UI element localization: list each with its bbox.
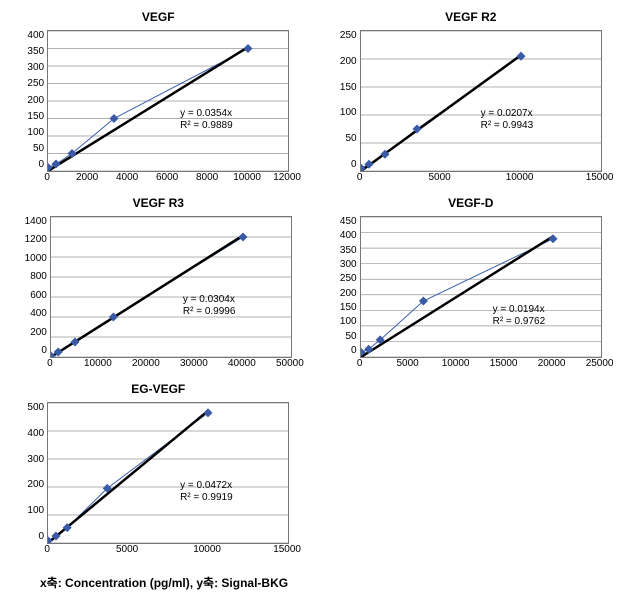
plot-area: y = 0.0194x R² = 0.9762 [360,216,602,358]
chart-title: VEGF R3 [133,196,184,210]
y-axis-ticks: 450400350300250200150100500 [340,216,360,356]
charts-grid: VEGF 400350300250200150100500 y = 0.0354… [10,10,619,558]
equation-label: y = 0.0194x R² = 0.9762 [493,304,546,328]
x-axis-ticks: 050001000015000 [47,544,287,558]
y-axis-ticks: 250200150100500 [340,30,360,170]
chart-panel: VEGF R3 1400120010008006004002000 y = 0.… [10,196,307,372]
y-axis-ticks: 1400120010008006004002000 [25,216,50,356]
plot-area: y = 0.0354x R² = 0.9889 [47,30,289,172]
equation-label: y = 0.0207x R² = 0.9943 [481,108,534,132]
x-axis-ticks: 020004000600080001000012000 [47,172,287,186]
chart-title: EG-VEGF [131,382,185,396]
x-axis-ticks: 0500010000150002000025000 [360,358,600,372]
y-axis-ticks: 5004003002001000 [27,402,47,542]
x-axis-ticks: 050001000015000 [360,172,600,186]
plot-area: y = 0.0472x R² = 0.9919 [47,402,289,544]
equation-label: y = 0.0472x R² = 0.9919 [180,480,233,504]
y-axis-ticks: 400350300250200150100500 [27,30,47,170]
x-axis-ticks: 01000020000300004000050000 [50,358,290,372]
plot-area: y = 0.0304x R² = 0.9996 [50,216,292,358]
chart-panel: EG-VEGF 5004003002001000 y = 0.0472x R² … [10,382,307,558]
chart-panel: VEGF-D 450400350300250200150100500 y = 0… [323,196,620,372]
chart-panel: VEGF 400350300250200150100500 y = 0.0354… [10,10,307,186]
chart-panel: VEGF R2 250200150100500 y = 0.0207x R² =… [323,10,620,186]
chart-title: VEGF-D [448,196,493,210]
chart-title: VEGF R2 [445,10,496,24]
plot-area: y = 0.0207x R² = 0.9943 [360,30,602,172]
equation-label: y = 0.0354x R² = 0.9889 [180,108,233,132]
chart-title: VEGF [142,10,175,24]
equation-label: y = 0.0304x R² = 0.9996 [183,294,236,318]
axis-footer-label: x축: Concentration (pg/ml), y축: Signal-BK… [10,574,619,591]
